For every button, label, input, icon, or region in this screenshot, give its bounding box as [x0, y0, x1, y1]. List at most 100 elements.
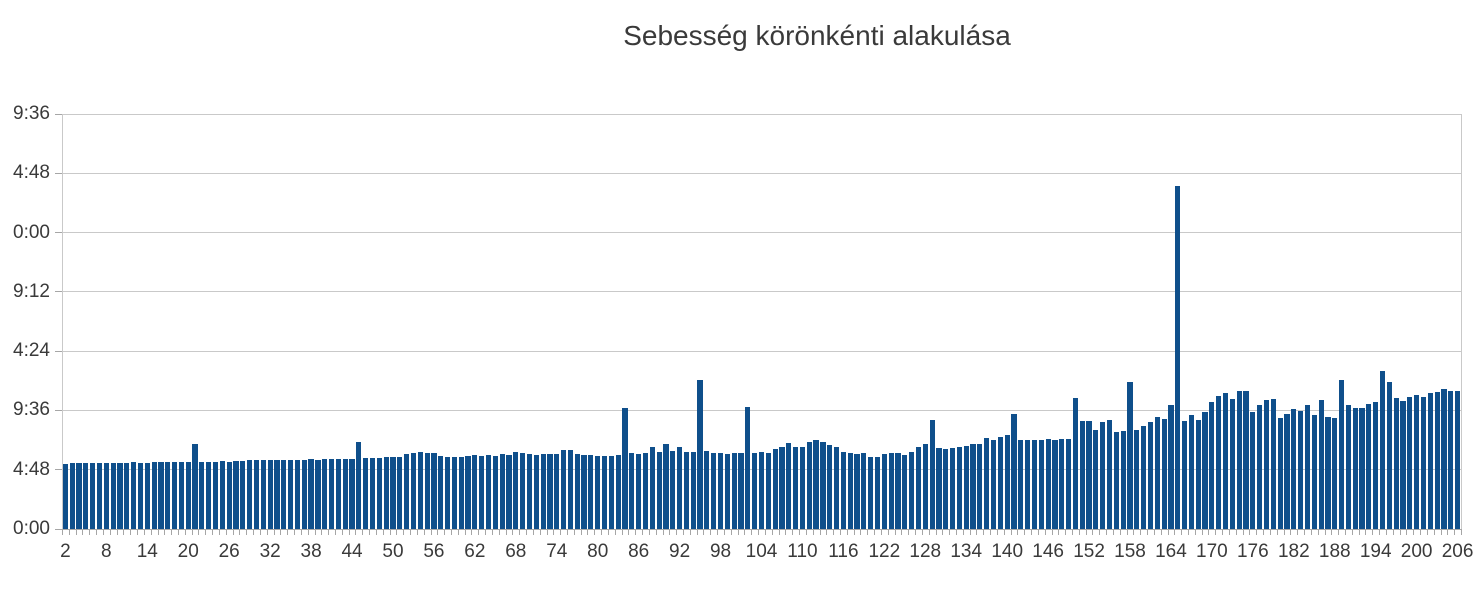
x-axis-tick: [1235, 530, 1237, 535]
x-axis-label: 152: [1073, 541, 1105, 562]
x-axis-label: 158: [1114, 541, 1146, 562]
bar: [772, 448, 778, 529]
bar: [690, 452, 696, 529]
bar: [492, 455, 498, 529]
bar: [301, 459, 307, 529]
bar: [670, 451, 676, 529]
bar: [1168, 405, 1174, 529]
bar: [247, 460, 253, 529]
x-axis-tick: [1003, 530, 1005, 535]
x-axis-tick: [1065, 530, 1067, 535]
x-axis-tick: [928, 530, 930, 535]
bar: [1059, 439, 1065, 529]
x-axis-label: 104: [745, 541, 778, 562]
x-axis-tick: [218, 530, 220, 535]
bar: [1332, 418, 1338, 529]
x-axis-tick: [915, 530, 917, 535]
bar: [1441, 389, 1447, 529]
bar: [308, 459, 314, 529]
x-axis-tick: [751, 530, 753, 535]
x-axis-tick: [259, 530, 261, 535]
bar: [1209, 402, 1215, 529]
bar: [902, 454, 908, 529]
x-axis-tick: [648, 530, 650, 535]
x-axis-tick: [1085, 530, 1087, 535]
bar: [417, 452, 423, 529]
x-axis-tick: [1269, 530, 1271, 535]
x-axis-tick: [723, 530, 725, 535]
x-axis-label: 14: [136, 541, 158, 562]
bar: [506, 455, 512, 529]
x-axis-tick: [792, 530, 794, 535]
x-axis-tick: [1174, 530, 1176, 535]
bar: [1359, 407, 1365, 529]
bar: [738, 453, 744, 529]
x-axis-tick: [150, 530, 152, 535]
bar: [513, 452, 519, 529]
bar: [253, 460, 260, 529]
bar: [608, 455, 614, 529]
x-axis-tick: [833, 530, 835, 535]
x-axis-tick: [280, 530, 282, 535]
x-axis-tick: [1188, 530, 1190, 535]
y-axis-label: 0:00: [13, 518, 50, 539]
bar: [1257, 405, 1263, 529]
x-axis-tick: [949, 530, 951, 535]
x-axis-tick: [642, 530, 644, 535]
bar: [949, 448, 956, 529]
bar: [451, 456, 457, 529]
bar: [868, 456, 874, 529]
bar: [212, 461, 219, 529]
x-axis-tick: [1099, 530, 1101, 535]
bar: [554, 453, 560, 529]
x-axis-tick: [887, 530, 889, 535]
bar: [697, 380, 703, 529]
bar: [731, 452, 737, 529]
bar: [642, 452, 649, 529]
x-axis-label: 134: [950, 541, 983, 562]
bar: [233, 461, 239, 529]
x-axis-tick: [921, 530, 923, 535]
x-axis-tick: [867, 530, 869, 535]
bar: [1236, 390, 1242, 529]
bar: [636, 453, 642, 529]
bar: [1311, 414, 1317, 529]
bar: [151, 462, 157, 529]
bar: [90, 463, 96, 529]
bar: [1188, 414, 1195, 529]
x-axis-tick: [573, 530, 575, 535]
x-axis-tick: [880, 530, 882, 535]
x-axis-tick: [471, 530, 473, 535]
bar: [861, 452, 867, 529]
chart-title: Sebesség körönkénti alakulása: [623, 20, 1011, 51]
bar: [431, 453, 437, 529]
bar: [1025, 440, 1031, 529]
x-axis-tick: [328, 530, 330, 535]
x-axis-tick: [1167, 530, 1169, 535]
x-axis-tick: [1304, 530, 1306, 535]
x-axis-tick: [178, 530, 179, 535]
x-axis-tick: [1461, 530, 1462, 535]
bar: [1222, 393, 1229, 529]
x-axis-tick: [655, 530, 657, 535]
x-axis-label: 182: [1277, 541, 1310, 562]
bar: [144, 462, 150, 529]
bar: [192, 443, 198, 529]
x-axis-tick: [990, 530, 992, 535]
bar: [793, 447, 799, 529]
x-axis-label: 146: [1032, 541, 1064, 562]
x-axis-tick: [628, 530, 630, 535]
bar: [178, 462, 184, 529]
x-axis-tick: [908, 530, 910, 535]
x-axis-tick: [89, 530, 91, 535]
bar: [827, 444, 833, 529]
bar: [103, 463, 109, 529]
x-axis-tick: [683, 530, 685, 535]
x-axis-tick: [737, 530, 739, 535]
x-axis-label: 86: [628, 541, 650, 562]
x-axis-tick: [1406, 530, 1408, 535]
x-axis-label: 74: [546, 541, 568, 562]
x-axis-tick: [437, 530, 439, 535]
bar: [1038, 440, 1044, 529]
